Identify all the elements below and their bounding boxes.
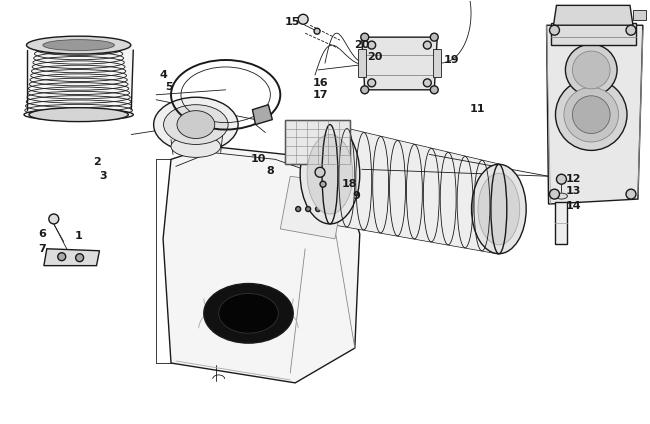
Polygon shape bbox=[556, 202, 567, 244]
Ellipse shape bbox=[556, 79, 627, 151]
Ellipse shape bbox=[315, 167, 325, 177]
Ellipse shape bbox=[423, 79, 432, 87]
Text: 18: 18 bbox=[342, 179, 358, 189]
Ellipse shape bbox=[298, 14, 308, 24]
Polygon shape bbox=[252, 105, 272, 125]
Polygon shape bbox=[554, 6, 633, 25]
Ellipse shape bbox=[75, 254, 84, 262]
Ellipse shape bbox=[368, 79, 376, 87]
Polygon shape bbox=[551, 23, 636, 45]
Ellipse shape bbox=[307, 134, 353, 214]
Ellipse shape bbox=[58, 253, 66, 261]
Ellipse shape bbox=[43, 39, 114, 50]
Text: 5: 5 bbox=[165, 82, 173, 92]
Text: 4: 4 bbox=[159, 70, 167, 80]
Text: 11: 11 bbox=[469, 104, 485, 114]
Ellipse shape bbox=[626, 189, 636, 199]
Ellipse shape bbox=[471, 165, 526, 254]
Ellipse shape bbox=[566, 44, 617, 96]
Text: 19: 19 bbox=[443, 55, 459, 65]
Ellipse shape bbox=[164, 105, 228, 145]
Ellipse shape bbox=[361, 86, 369, 94]
Ellipse shape bbox=[564, 87, 619, 142]
Text: 10: 10 bbox=[251, 154, 266, 165]
Polygon shape bbox=[358, 49, 366, 77]
Ellipse shape bbox=[368, 41, 376, 49]
Text: 7: 7 bbox=[38, 244, 46, 254]
Text: 8: 8 bbox=[266, 166, 274, 176]
Ellipse shape bbox=[430, 86, 438, 94]
Ellipse shape bbox=[320, 181, 326, 187]
Polygon shape bbox=[330, 125, 499, 254]
Ellipse shape bbox=[573, 51, 610, 89]
Ellipse shape bbox=[218, 293, 278, 333]
Text: 12: 12 bbox=[566, 174, 581, 184]
Text: 6: 6 bbox=[38, 229, 46, 239]
Ellipse shape bbox=[573, 96, 610, 134]
Polygon shape bbox=[285, 120, 350, 165]
Ellipse shape bbox=[171, 136, 221, 157]
Ellipse shape bbox=[27, 36, 131, 54]
Ellipse shape bbox=[177, 111, 214, 139]
Text: 9: 9 bbox=[353, 191, 361, 201]
Text: 15: 15 bbox=[285, 17, 300, 27]
Text: 14: 14 bbox=[566, 201, 581, 211]
Polygon shape bbox=[163, 146, 359, 383]
Ellipse shape bbox=[478, 173, 520, 245]
Polygon shape bbox=[280, 176, 345, 239]
Ellipse shape bbox=[549, 189, 560, 199]
Polygon shape bbox=[633, 10, 646, 20]
Ellipse shape bbox=[153, 97, 238, 152]
Text: 16: 16 bbox=[312, 78, 328, 88]
Ellipse shape bbox=[556, 193, 567, 199]
Text: 13: 13 bbox=[566, 186, 581, 196]
Text: 20: 20 bbox=[354, 40, 369, 50]
Polygon shape bbox=[547, 25, 643, 204]
Ellipse shape bbox=[430, 33, 438, 41]
Text: 17: 17 bbox=[312, 90, 328, 100]
Text: 2: 2 bbox=[93, 157, 100, 167]
Ellipse shape bbox=[315, 206, 320, 212]
Ellipse shape bbox=[204, 284, 293, 343]
Ellipse shape bbox=[300, 125, 359, 224]
Polygon shape bbox=[362, 37, 437, 90]
Ellipse shape bbox=[314, 28, 320, 34]
Text: 3: 3 bbox=[99, 171, 107, 181]
Ellipse shape bbox=[296, 206, 301, 212]
Polygon shape bbox=[27, 45, 133, 114]
Ellipse shape bbox=[549, 25, 560, 35]
Ellipse shape bbox=[361, 33, 369, 41]
Text: 1: 1 bbox=[75, 231, 83, 241]
Ellipse shape bbox=[423, 41, 432, 49]
Polygon shape bbox=[44, 249, 99, 266]
Ellipse shape bbox=[306, 206, 311, 212]
Ellipse shape bbox=[49, 214, 58, 224]
Ellipse shape bbox=[29, 108, 128, 122]
Ellipse shape bbox=[556, 174, 566, 184]
Polygon shape bbox=[434, 49, 441, 77]
Text: 20: 20 bbox=[367, 52, 382, 62]
Ellipse shape bbox=[626, 25, 636, 35]
